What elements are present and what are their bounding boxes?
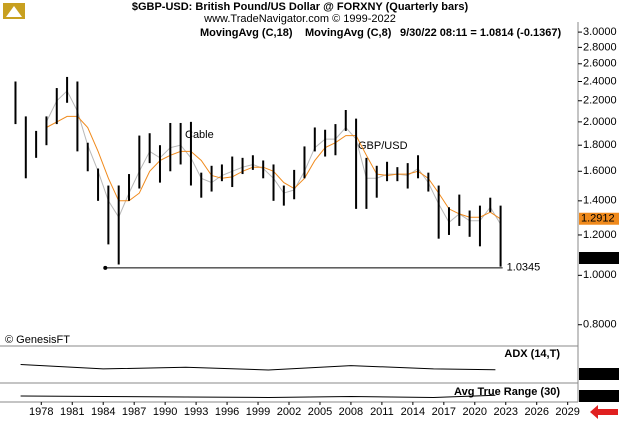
support-point	[103, 265, 108, 270]
x-tick-label: 1999	[246, 406, 270, 418]
annotation: Cable	[185, 129, 214, 141]
x-tick-label: 1987	[122, 406, 146, 418]
indicator-last-label: 0.0959	[581, 390, 615, 402]
y-tick-label: 1.8000	[583, 139, 617, 151]
status: 9/30/22 08:11 = 1.0814 (-0.1367)	[400, 27, 561, 39]
x-tick-label: 1978	[29, 406, 53, 418]
price-last-label-box	[579, 251, 619, 264]
annotation: GBP/USD	[358, 140, 408, 152]
x-tick-label: 2026	[524, 406, 548, 418]
indicator-title: Avg True Range (30)	[454, 386, 560, 398]
ma-last-label: 1.2912	[581, 213, 615, 225]
indicator-line	[20, 394, 496, 399]
y-tick-label: 3.0000	[583, 26, 617, 38]
y-tick-label: 2.6000	[583, 58, 617, 70]
x-tick-label: 1996	[215, 406, 239, 418]
indicator-last-label: 20.42	[581, 368, 609, 380]
x-tick-label: 1981	[60, 406, 84, 418]
chart-title: $GBP-USD: British Pound/US Dollar @ FORX…	[132, 1, 469, 13]
indicator-last-label-box	[579, 368, 619, 380]
y-tick-label: 1.6000	[583, 165, 617, 177]
y-tick-label: 1.0000	[583, 269, 617, 281]
x-tick-label: 2029	[555, 406, 579, 418]
x-tick-label: 2023	[494, 406, 518, 418]
x-tick-label: 2005	[308, 406, 332, 418]
support-label: 1.0345	[507, 262, 541, 274]
indicator-title: ADX (14,T)	[504, 348, 560, 360]
y-tick-label: 1.2000	[583, 229, 617, 241]
x-tick-label: 2020	[463, 406, 487, 418]
y-tick-label: 0.8000	[583, 319, 617, 331]
price-last-label: 1.0814	[581, 252, 615, 264]
subtitle: www.TradeNavigator.com © 1999-2022	[203, 13, 396, 25]
y-tick-label: 2.2000	[583, 95, 617, 107]
x-tick-label: 1984	[91, 406, 115, 418]
y-tick-label: 2.0000	[583, 116, 617, 128]
copyright: © GenesisFT	[5, 334, 70, 346]
legend-entry: MovingAvg (C,18)	[200, 27, 293, 39]
x-tick-label: 2011	[370, 406, 394, 418]
x-tick-label: 2017	[432, 406, 456, 418]
x-tick-label: 2008	[339, 406, 363, 418]
x-tick-label: 1990	[153, 406, 177, 418]
ma-last-label-box	[579, 212, 619, 225]
x-tick-label: 2014	[401, 406, 425, 418]
logo	[3, 3, 25, 19]
legend-entry: MovingAvg (C,8)	[305, 27, 392, 39]
x-tick-label: 2002	[277, 406, 301, 418]
y-tick-label: 2.4000	[583, 75, 617, 87]
indicator-last-label-box	[579, 390, 619, 402]
y-tick-label: 2.8000	[583, 41, 617, 53]
y-tick-label: 1.4000	[583, 195, 617, 207]
x-tick-label: 1993	[184, 406, 208, 418]
indicator-line	[20, 364, 496, 371]
scroll-arrow[interactable]	[590, 405, 618, 419]
